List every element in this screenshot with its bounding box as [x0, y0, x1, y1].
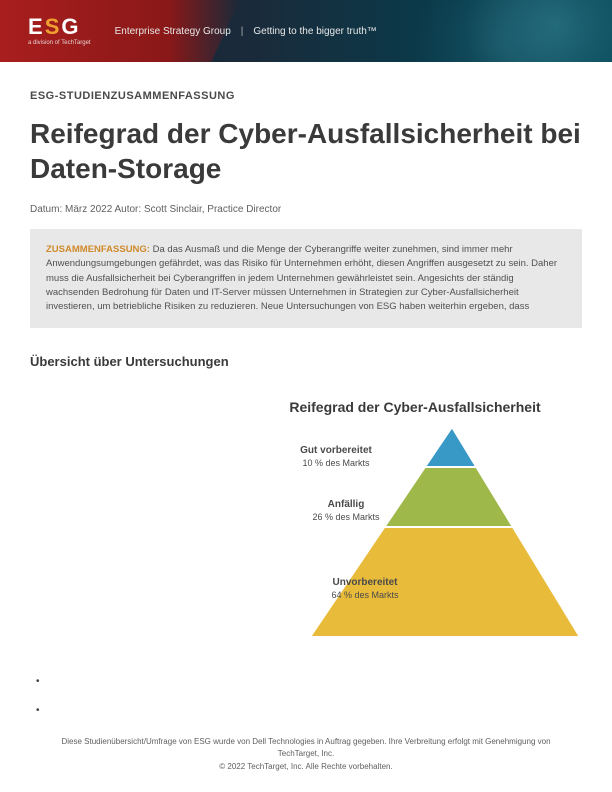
pyramid-segment-label: Anfällig26 % des Markts — [250, 499, 442, 523]
logo-text: ESG — [28, 16, 91, 38]
summary-label: ZUSAMMENFASSUNG: — [46, 244, 150, 255]
pyramid-body: Gut vorbereitet10 % des Markts Anfällig26… — [250, 427, 580, 637]
doc-eyebrow: ESG-STUDIENZUSAMMENFASSUNG — [30, 90, 582, 102]
logo: ESG a division of TechTarget — [28, 16, 91, 46]
pyramid-segment-name: Unvorbereitet — [250, 577, 480, 590]
section-heading: Übersicht über Untersuchungen — [30, 354, 582, 369]
doc-meta: Datum: März 2022 Autor: Scott Sinclair, … — [30, 204, 582, 215]
pyramid-segment-value: 26 % des Markts — [250, 512, 442, 523]
pyramid-segment-value: 10 % des Markts — [250, 458, 422, 469]
tagline: Getting to the bigger truth™ — [253, 26, 376, 37]
logo-subtext: a division of TechTarget — [28, 40, 91, 46]
pyramid-segment-label: Gut vorbereitet10 % des Markts — [250, 445, 422, 469]
pyramid-segment-name: Anfällig — [250, 499, 442, 512]
brand-text: Enterprise Strategy Group — [115, 26, 231, 37]
footer: Diese Studienübersicht/Umfrage von ESG w… — [0, 706, 612, 774]
pyramid-chart: Reifegrad der Cyber-Ausfallsicherheit Gu… — [250, 399, 580, 637]
footnote-line: © 2022 TechTarget, Inc. Alle Rechte vorb… — [40, 761, 572, 774]
page-header: ESG a division of TechTarget Enterprise … — [0, 0, 612, 62]
chart-zone: Reifegrad der Cyber-Ausfallsicherheit Gu… — [30, 389, 582, 669]
doc-title: Reifegrad der Cyber-Ausfallsicherheit be… — [30, 116, 582, 186]
bullet: • — [36, 676, 40, 687]
footnotes: Diese Studienübersicht/Umfrage von ESG w… — [40, 736, 572, 774]
footnote-line: Diese Studienübersicht/Umfrage von ESG w… — [40, 736, 572, 762]
chart-title: Reifegrad der Cyber-Ausfallsicherheit — [250, 399, 580, 415]
pyramid-segment-value: 64 % des Markts — [250, 590, 480, 601]
content: ESG-STUDIENZUSAMMENFASSUNG Reifegrad der… — [0, 62, 612, 669]
header-text: Enterprise Strategy Group | Getting to t… — [115, 26, 377, 37]
pyramid-segment-name: Gut vorbereitet — [250, 445, 422, 458]
header-divider: | — [241, 26, 244, 37]
summary-box: ZUSAMMENFASSUNG: Da das Ausmaß und die M… — [30, 229, 582, 328]
pyramid-segment-label: Unvorbereitet64 % des Markts — [250, 577, 480, 601]
